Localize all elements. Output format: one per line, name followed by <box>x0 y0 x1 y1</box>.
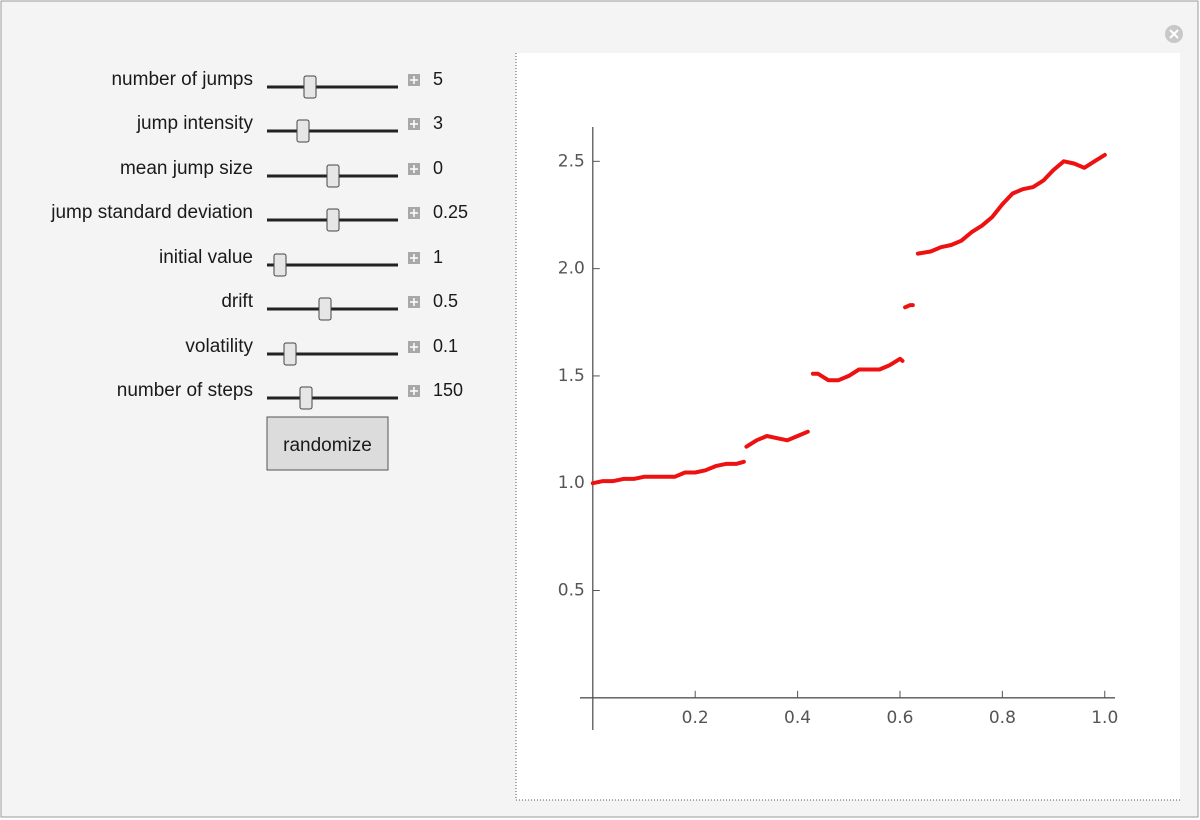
slider-thumb[interactable] <box>303 75 317 99</box>
expand-icon <box>410 254 418 262</box>
control-value: 0.5 <box>433 291 458 311</box>
control-label: jump intensity <box>136 113 254 134</box>
control-label: number of jumps <box>111 69 253 90</box>
slider-thumb[interactable] <box>326 208 340 232</box>
slider-thumb[interactable] <box>299 386 313 410</box>
expand-icon <box>410 387 418 395</box>
x-tick-label: 0.8 <box>989 708 1016 728</box>
expand-icon <box>410 343 418 351</box>
button-label: randomize <box>283 435 372 456</box>
control-value: 150 <box>433 380 463 400</box>
control-label: jump standard deviation <box>50 202 253 223</box>
y-tick-label: 2.0 <box>558 259 585 279</box>
plot-area <box>516 53 1180 800</box>
y-tick-label: 1.5 <box>558 366 585 386</box>
y-tick-label: 2.5 <box>558 151 585 171</box>
expand-icon <box>410 209 418 217</box>
slider-thumb[interactable] <box>318 297 332 321</box>
expand-icon <box>410 76 418 84</box>
y-tick-label: 1.0 <box>558 473 585 493</box>
slider-thumb[interactable] <box>326 164 340 188</box>
slider-thumb[interactable] <box>283 342 297 366</box>
control-value: 3 <box>433 113 443 133</box>
control-value: 5 <box>433 69 443 89</box>
x-tick-label: 0.4 <box>784 708 811 728</box>
expand-icon <box>410 165 418 173</box>
slider-thumb[interactable] <box>296 119 310 143</box>
plot-frame <box>515 53 1180 801</box>
control-label: initial value <box>159 247 253 268</box>
controls: number of jumps 5 jump intensity 3 mean jump… <box>50 69 468 471</box>
close-icon <box>1169 29 1179 39</box>
control-label: volatility <box>185 336 253 357</box>
x-tick-label: 1.0 <box>1091 708 1118 728</box>
expand-icon <box>410 120 418 128</box>
slider-thumb[interactable] <box>273 253 287 277</box>
expand-icon <box>410 298 418 306</box>
control-label: number of steps <box>117 380 253 401</box>
y-tick-label: 0.5 <box>558 581 585 601</box>
chart: 0.2 0.4 0.6 0.8 1.0 0.5 1.0 1.5 2.0 2.5 <box>558 127 1118 730</box>
series-line <box>590 152 1107 486</box>
x-tick-label: 0.2 <box>682 708 709 728</box>
control-label: mean jump size <box>120 158 253 179</box>
control-value: 0 <box>433 158 443 178</box>
control-label: drift <box>221 291 253 312</box>
control-value: 0.25 <box>433 202 468 222</box>
control-value: 0.1 <box>433 336 458 356</box>
randomize-button[interactable] <box>266 416 389 471</box>
control-value: 1 <box>433 247 443 267</box>
x-tick-label: 0.6 <box>886 708 913 728</box>
